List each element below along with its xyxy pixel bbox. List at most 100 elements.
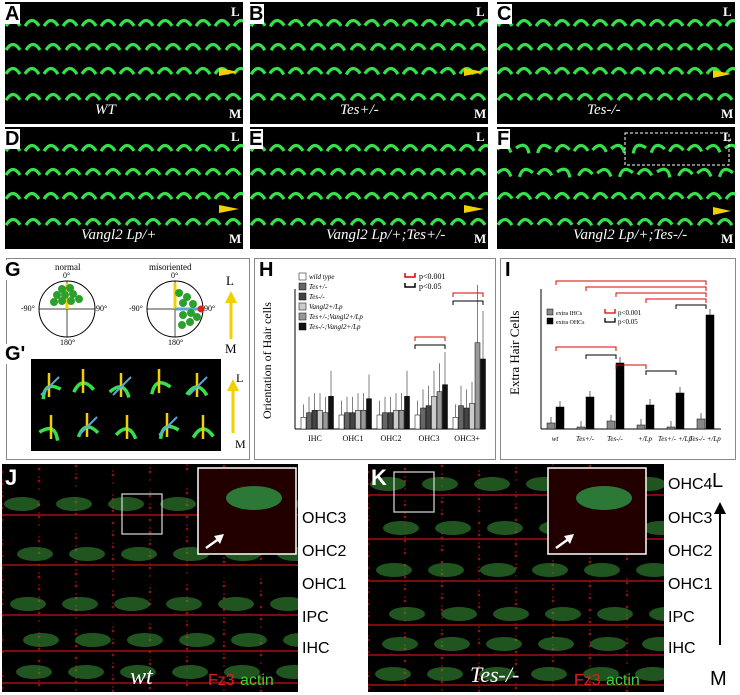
micrograph-axis-m: M [474, 106, 487, 121]
micrograph-axis-m: M [721, 231, 734, 246]
k-l-m-arrow [714, 502, 726, 645]
row-label-ohc2: OHC2 [302, 543, 347, 560]
i-bar [645, 404, 655, 430]
micrograph-e-label: Vangl2 Lp/+;Tes+/- [326, 227, 446, 243]
h-bar [414, 414, 421, 430]
i-bar [636, 424, 646, 430]
g-deg90-b: 90° [204, 304, 216, 313]
h-bar [436, 391, 443, 430]
h-bar [366, 398, 372, 430]
gprime-axis-l: L [236, 371, 244, 385]
i-bar [546, 422, 556, 430]
k-actin-label: actin [606, 672, 640, 689]
j-fz3-label: Fz3 [208, 672, 235, 689]
micrograph-axis-l: L [723, 4, 732, 19]
panel-letter-a: A [4, 3, 21, 25]
i-bar [615, 362, 625, 430]
row-label-ohc3: OHC3 [668, 510, 713, 527]
micrograph-d [5, 127, 243, 249]
panel-i: wt Tes+/- Tes-/- +/Lp Tes+/- +/Lp Tes-/- +/Lp… [500, 258, 736, 460]
micrograph-axis-l: L [231, 4, 240, 19]
gprime-axis-m: M [235, 437, 246, 451]
panel-letter-j: J [5, 465, 18, 490]
i-category-label: wt [552, 435, 560, 443]
h-category-label: OHC3 [419, 434, 440, 443]
h-bar [328, 396, 334, 430]
h-bar [469, 403, 475, 430]
micrograph-axis-l: L [723, 129, 732, 144]
k-fz3-label: Fz3 [574, 672, 601, 689]
panel-letter-k: K [371, 465, 387, 490]
micrograph-axis-m: M [229, 106, 242, 121]
micrograph-j [2, 464, 298, 692]
micrograph-c [497, 2, 735, 124]
orientation-bar-chart: IHC OHC1 OHC2 OHC3 OHC3+ Orientation of Hair … [260, 272, 486, 443]
h-bar [458, 405, 464, 430]
i-bar [666, 426, 676, 430]
h-ylabel: Orientation of Hair cells [260, 302, 274, 419]
i-bar [705, 314, 715, 430]
row-label-ohc3: OHC3 [302, 510, 347, 527]
micrograph-a-label: WT [95, 102, 116, 118]
h-legend-item: Tes+/-;Vangl2+/Lp [309, 313, 363, 321]
g-degm90-a: -90° [21, 304, 35, 313]
h-bar [376, 414, 383, 430]
i-bar [606, 420, 616, 430]
h-bar [452, 417, 459, 430]
h-bar [474, 342, 481, 430]
micrograph-c-label: Tes-/- [587, 102, 621, 118]
h-bar [387, 412, 394, 430]
h-bar [344, 412, 350, 430]
h-bar [311, 410, 318, 430]
h-category-label: OHC3+ [454, 434, 480, 443]
g-deg180-b: 180° [168, 338, 184, 347]
h-bar [398, 410, 405, 430]
g-degm90-b: -90° [129, 304, 143, 313]
h-legend-item: Tes+/- [309, 283, 328, 291]
h-legend-item: Tes-/-;Vangl2+/Lp [309, 323, 361, 331]
i-sig-legend: p<0.001 [618, 309, 642, 317]
i-legend-item: extra OHCs [556, 320, 585, 326]
micrograph-k [368, 464, 664, 692]
panel-g: normal misoriented 0° 90° -90° 180° 0° 9… [6, 258, 250, 460]
panel-letter-f: F [496, 128, 511, 150]
h-bar [300, 417, 307, 430]
row-label-ohc1: OHC1 [668, 576, 713, 593]
g-misoriented-label: misoriented [149, 262, 192, 272]
micrograph-f-label: Vangl2 Lp/+;Tes-/- [573, 227, 688, 243]
panel-letter-d: D [4, 128, 21, 150]
i-legend-item: extra IHCs [556, 311, 583, 317]
h-bar [360, 410, 367, 430]
i-bar [555, 406, 565, 430]
panel-letter-e: E [248, 128, 264, 150]
micrograph-axis-l: L [476, 4, 485, 19]
g-deg180-a: 180° [60, 338, 76, 347]
i-bar [675, 392, 685, 430]
micrograph-b [250, 2, 488, 124]
micrograph-b-label: Tes+/- [340, 102, 379, 118]
i-category-label: Tes+/- +/Lp [658, 435, 692, 443]
row-label-ohc4: OHC4 [668, 476, 713, 493]
h-bar [306, 412, 312, 430]
h-legend-item: wild type [309, 273, 334, 281]
i-category-label: Tes-/- [607, 435, 623, 443]
i-category-label: Tes+/- [576, 435, 595, 443]
h-bar [322, 412, 329, 430]
j-genotype-label: wt [130, 664, 153, 690]
h-bar [420, 407, 426, 430]
row-label-ipc: IPC [302, 609, 329, 626]
g-axis-l: L [226, 273, 234, 288]
micrograph-e [250, 127, 488, 249]
i-ylabel: Extra Hair Cells [507, 311, 522, 395]
h-bar [480, 358, 486, 430]
h-category-label: OHC1 [343, 434, 364, 443]
h-bar [425, 405, 432, 430]
panel-letter-h: H [258, 259, 275, 281]
g-normal-label: normal [55, 262, 81, 272]
h-sig-legend: p<0.05 [419, 282, 442, 291]
micrograph-axis-l: L [231, 129, 240, 144]
i-category-label: Tes-/- +/Lp [689, 435, 721, 443]
micrograph-axis-m: M [474, 231, 487, 246]
panel-letter-gprime: G' [4, 343, 27, 365]
